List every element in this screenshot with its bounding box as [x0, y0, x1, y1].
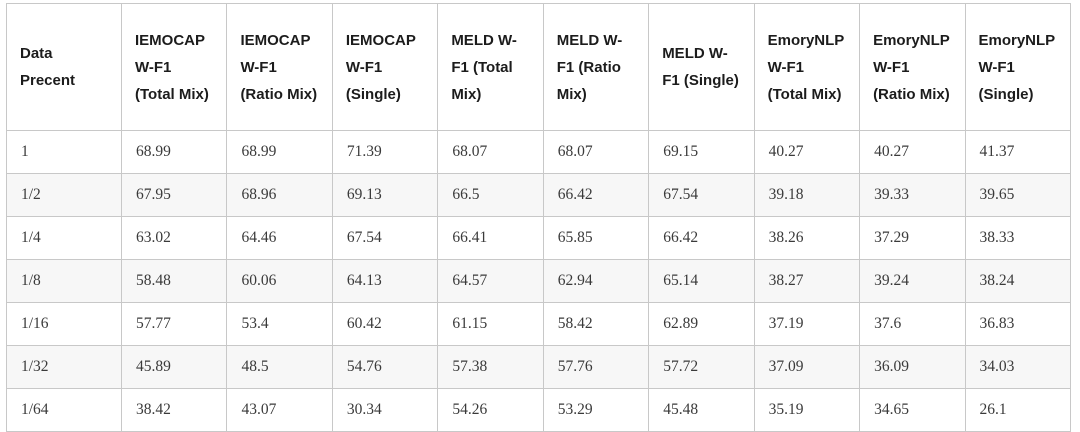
table-row: 1 68.99 68.99 71.39 68.07 68.07 69.15 40.27 40.2…: [6, 130, 1071, 174]
table-body: 1 68.99 68.99 71.39 68.07 68.07 69.15 40.27 40.2…: [6, 130, 1071, 432]
column-header: IEMOCAP W-F1 (Single): [331, 3, 439, 131]
value-cell: 37.19: [753, 302, 861, 346]
value-cell: 68.07: [542, 130, 650, 174]
row-label-cell: 1/64: [6, 388, 122, 432]
value-cell: 64.46: [226, 216, 333, 260]
value-cell: 38.33: [964, 216, 1071, 260]
value-cell: 61.15: [437, 302, 544, 346]
value-cell: 67.95: [120, 173, 228, 217]
value-cell: 39.65: [964, 173, 1071, 217]
column-header: MELD W-F1 (Ratio Mix): [542, 3, 650, 131]
table-row: 1/16 57.77 53.4 60.42 61.15 58.42 62.89 37.19 37…: [6, 302, 1071, 346]
value-cell: 67.54: [648, 173, 755, 217]
column-header: MELD W-F1 (Single): [648, 3, 755, 131]
table-row: 1/2 67.95 68.96 69.13 66.5 66.42 67.54 39.18 39.…: [6, 173, 1071, 217]
value-cell: 53.29: [542, 388, 650, 432]
value-cell: 69.15: [648, 130, 755, 174]
value-cell: 37.09: [753, 345, 861, 389]
row-label-cell: 1/2: [6, 173, 122, 217]
value-cell: 68.99: [226, 130, 333, 174]
value-cell: 39.18: [753, 173, 861, 217]
value-cell: 57.38: [437, 345, 544, 389]
value-cell: 38.26: [753, 216, 861, 260]
value-cell: 36.09: [859, 345, 966, 389]
value-cell: 66.42: [648, 216, 755, 260]
value-cell: 67.54: [331, 216, 439, 260]
value-cell: 66.42: [542, 173, 650, 217]
value-cell: 60.42: [331, 302, 439, 346]
value-cell: 53.4: [226, 302, 333, 346]
value-cell: 41.37: [964, 130, 1071, 174]
value-cell: 40.27: [753, 130, 861, 174]
table-header: Data Precent IEMOCAP W-F1 (Total Mix) IEMO…: [6, 3, 1071, 131]
value-cell: 39.24: [859, 259, 966, 303]
value-cell: 39.33: [859, 173, 966, 217]
value-cell: 57.72: [648, 345, 755, 389]
value-cell: 34.65: [859, 388, 966, 432]
value-cell: 62.89: [648, 302, 755, 346]
value-cell: 37.29: [859, 216, 966, 260]
value-cell: 26.1: [964, 388, 1071, 432]
row-label-cell: 1/8: [6, 259, 122, 303]
value-cell: 36.83: [964, 302, 1071, 346]
table-row: 1/32 45.89 48.5 54.76 57.38 57.76 57.72 37.09 36…: [6, 345, 1071, 389]
row-label-cell: 1: [6, 130, 122, 174]
value-cell: 62.94: [542, 259, 650, 303]
value-cell: 30.34: [331, 388, 439, 432]
row-label-cell: 1/4: [6, 216, 122, 260]
value-cell: 45.48: [648, 388, 755, 432]
results-table: Data Precent IEMOCAP W-F1 (Total Mix) IEMO…: [6, 3, 1071, 432]
value-cell: 57.77: [120, 302, 228, 346]
value-cell: 38.24: [964, 259, 1071, 303]
value-cell: 37.6: [859, 302, 966, 346]
value-cell: 48.5: [226, 345, 333, 389]
value-cell: 69.13: [331, 173, 439, 217]
column-header: EmoryNLP W-F1 (Single): [964, 3, 1071, 131]
column-header: EmoryNLP W-F1 (Total Mix): [753, 3, 861, 131]
value-cell: 68.07: [437, 130, 544, 174]
value-cell: 35.19: [753, 388, 861, 432]
value-cell: 57.76: [542, 345, 650, 389]
column-header: IEMOCAP W-F1 (Ratio Mix): [226, 3, 333, 131]
value-cell: 63.02: [120, 216, 228, 260]
table-row: 1/4 63.02 64.46 67.54 66.41 65.85 66.42 38.26 37…: [6, 216, 1071, 260]
header-row: Data Precent IEMOCAP W-F1 (Total Mix) IEMO…: [6, 3, 1071, 131]
value-cell: 66.41: [437, 216, 544, 260]
value-cell: 58.42: [542, 302, 650, 346]
column-header: Data Precent: [6, 3, 122, 131]
value-cell: 68.96: [226, 173, 333, 217]
row-label-cell: 1/32: [6, 345, 122, 389]
value-cell: 66.5: [437, 173, 544, 217]
table-row: 1/64 38.42 43.07 30.34 54.26 53.29 45.48 35.19 3…: [6, 388, 1071, 432]
column-header: MELD W-F1 (Total Mix): [437, 3, 544, 131]
table-row: 1/8 58.48 60.06 64.13 64.57 62.94 65.14 38.27 39…: [6, 259, 1071, 303]
value-cell: 45.89: [120, 345, 228, 389]
value-cell: 64.57: [437, 259, 544, 303]
value-cell: 65.85: [542, 216, 650, 260]
column-header: IEMOCAP W-F1 (Total Mix): [120, 3, 228, 131]
row-label-cell: 1/16: [6, 302, 122, 346]
value-cell: 65.14: [648, 259, 755, 303]
value-cell: 54.26: [437, 388, 544, 432]
value-cell: 58.48: [120, 259, 228, 303]
value-cell: 68.99: [120, 130, 228, 174]
value-cell: 38.42: [120, 388, 228, 432]
value-cell: 43.07: [226, 388, 333, 432]
value-cell: 40.27: [859, 130, 966, 174]
value-cell: 64.13: [331, 259, 439, 303]
value-cell: 38.27: [753, 259, 861, 303]
value-cell: 71.39: [331, 130, 439, 174]
column-header: EmoryNLP W-F1 (Ratio Mix): [859, 3, 966, 131]
value-cell: 34.03: [964, 345, 1071, 389]
value-cell: 54.76: [331, 345, 439, 389]
value-cell: 60.06: [226, 259, 333, 303]
